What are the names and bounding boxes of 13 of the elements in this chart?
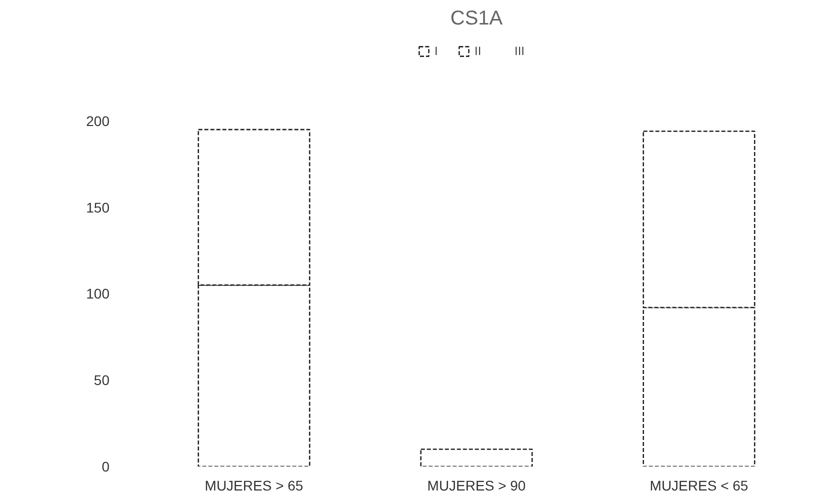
x-tick-label: MUJERES > 65 [204,478,304,494]
text: III [514,44,526,58]
x-tick-label: MUJERES > 90 [427,478,526,494]
y-tick-label: 0 [102,458,110,474]
y-tick-label: 150 [86,199,110,216]
chart-title: CS1A [450,8,504,30]
legend-label: II [474,44,482,58]
y-tick-label: 100 [86,286,110,302]
bar [420,448,533,466]
legend-label: I [434,44,439,58]
y-tick-label: 50 [94,372,110,388]
x-tick-label: MUJERES < 65 [650,478,748,494]
y-tick-label: 200 [86,112,110,129]
